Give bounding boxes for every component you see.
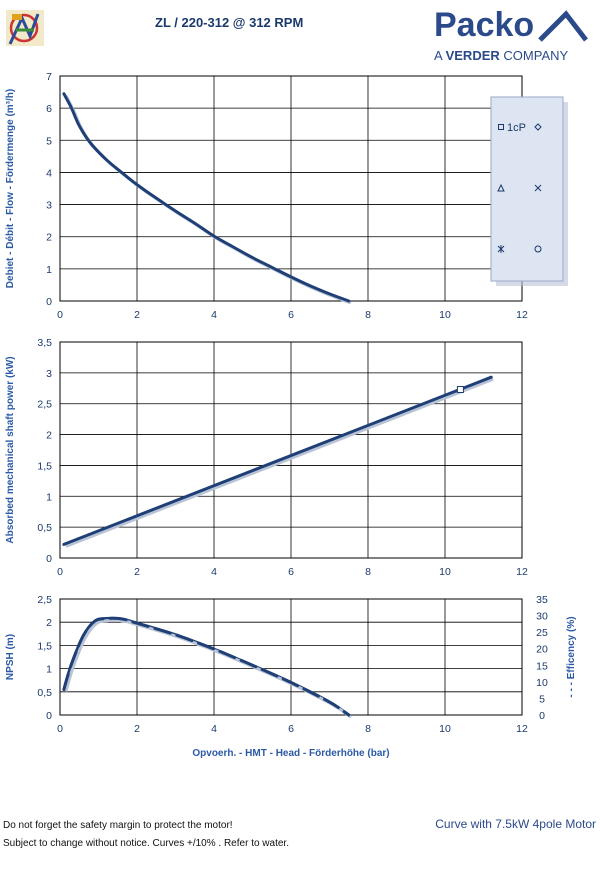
y2-tick-label: 10 <box>536 677 548 689</box>
legend-box: 1cP <box>490 96 568 286</box>
y-tick-label: 2,5 <box>37 594 52 606</box>
x-tick-label: 2 <box>134 566 140 578</box>
x-tick-label: 4 <box>211 566 217 578</box>
y-tick-label: 1 <box>46 664 52 676</box>
x-tick-label: 6 <box>288 723 294 735</box>
legend-label-1cp: 1cP <box>507 122 526 134</box>
footer-note-safety: Do not forget the safety margin to prote… <box>3 820 233 831</box>
x-tick-label: 12 <box>516 723 528 735</box>
x-tick-label: 10 <box>439 566 451 578</box>
x-tick-label: 12 <box>516 309 528 321</box>
y-tick-label: 0,5 <box>37 522 52 534</box>
x-tick-label: 0 <box>57 309 63 321</box>
y-tick-label: 5 <box>46 135 52 147</box>
y-tick-label: 1,5 <box>37 460 52 472</box>
brand-subtitle: A VERDER COMPANY <box>434 48 569 63</box>
footer-note-change: Subject to change without notice. Curves… <box>3 838 289 849</box>
series-line <box>62 92 351 303</box>
x-tick-label: 4 <box>211 309 217 321</box>
page-title: ZL / 220-312 @ 312 RPM <box>155 15 303 30</box>
y-tick-label: 2,5 <box>37 399 52 411</box>
y2-axis-label: - - - Efficency (%) <box>566 616 577 697</box>
y2-tick-label: 15 <box>536 660 548 672</box>
y-axis-label: NPSH (m) <box>5 634 16 680</box>
y-tick-label: 0,5 <box>37 687 52 699</box>
y-tick-label: 0 <box>46 710 52 722</box>
brand-name: Packo <box>434 6 534 44</box>
legend-diamond-marker <box>534 123 542 131</box>
y-tick-label: 3,5 <box>37 337 52 349</box>
series-line-shadow <box>65 377 494 548</box>
operating-point-marker <box>456 386 464 394</box>
brand-swoosh-icon <box>538 10 588 42</box>
company-logo-icon <box>6 10 44 46</box>
y-tick-label: 7 <box>46 71 52 83</box>
x-tick-label: 6 <box>288 309 294 321</box>
y-tick-label: 1 <box>46 491 52 503</box>
y-tick-label: 0 <box>46 553 52 565</box>
y2-tick-label: 30 <box>536 611 548 623</box>
y-tick-label: 3 <box>46 200 52 212</box>
y2-tick-label: 20 <box>536 644 548 656</box>
legend-triangle-marker <box>497 183 505 192</box>
footer-motor-note: Curve with 7.5kW 4pole Motor <box>435 817 596 831</box>
efficiency-series-line <box>62 616 351 717</box>
y-tick-label: 6 <box>46 103 52 115</box>
x-tick-label: 2 <box>134 309 140 321</box>
x-tick-label: 8 <box>365 309 371 321</box>
y-tick-label: 4 <box>46 167 52 179</box>
x-tick-label: 0 <box>57 723 63 735</box>
y-tick-label: 2 <box>46 430 52 442</box>
x-tick-label: 0 <box>57 566 63 578</box>
y2-tick-label: 5 <box>539 693 545 705</box>
x-tick-label: 12 <box>516 566 528 578</box>
x-tick-label: 8 <box>365 723 371 735</box>
legend-square-marker <box>498 124 504 130</box>
x-tick-label: 10 <box>439 723 451 735</box>
x-tick-label: 10 <box>439 309 451 321</box>
series-line <box>62 616 351 717</box>
power-chart: 0 2 4 6 8 10 12 0 0,5 1 1,5 2 2,5 3 3,5 Absorbed mechan… <box>5 337 528 578</box>
x-tick-label: 6 <box>288 566 294 578</box>
series-line-shadow <box>64 95 352 305</box>
legend-circle-marker <box>534 245 542 253</box>
npsh-efficiency-chart: 0 2 4 6 8 10 12 0 0,5 1 1,5 2 2,5 0 5 10 15 20 25 30 35 - - -… <box>5 594 577 759</box>
y-tick-label: 1,5 <box>37 640 52 652</box>
y-axis-label: Debiet - Débit - Flow - Fördermenge (m³/… <box>5 89 16 288</box>
y2-tick-label: 35 <box>536 594 548 606</box>
y-tick-label: 3 <box>46 368 52 380</box>
x-tick-label: 8 <box>365 566 371 578</box>
y-tick-label: 2 <box>46 232 52 244</box>
y-tick-label: 0 <box>46 296 52 308</box>
y2-tick-label: 25 <box>536 627 548 639</box>
x-tick-label: 2 <box>134 723 140 735</box>
x-axis-label: Opvoerh. - HMT - Head - Förderhöhe (bar) <box>192 748 389 759</box>
series-line <box>62 375 493 546</box>
x-tick-label: 4 <box>211 723 217 735</box>
legend-cross-marker <box>534 184 542 192</box>
y2-tick-label: 0 <box>539 710 545 722</box>
y-tick-label: 1 <box>46 264 52 276</box>
y-tick-label: 2 <box>46 617 52 629</box>
y-axis-label: Absorbed mechanical shaft power (kW) <box>5 356 16 543</box>
legend-star-marker <box>497 245 505 253</box>
